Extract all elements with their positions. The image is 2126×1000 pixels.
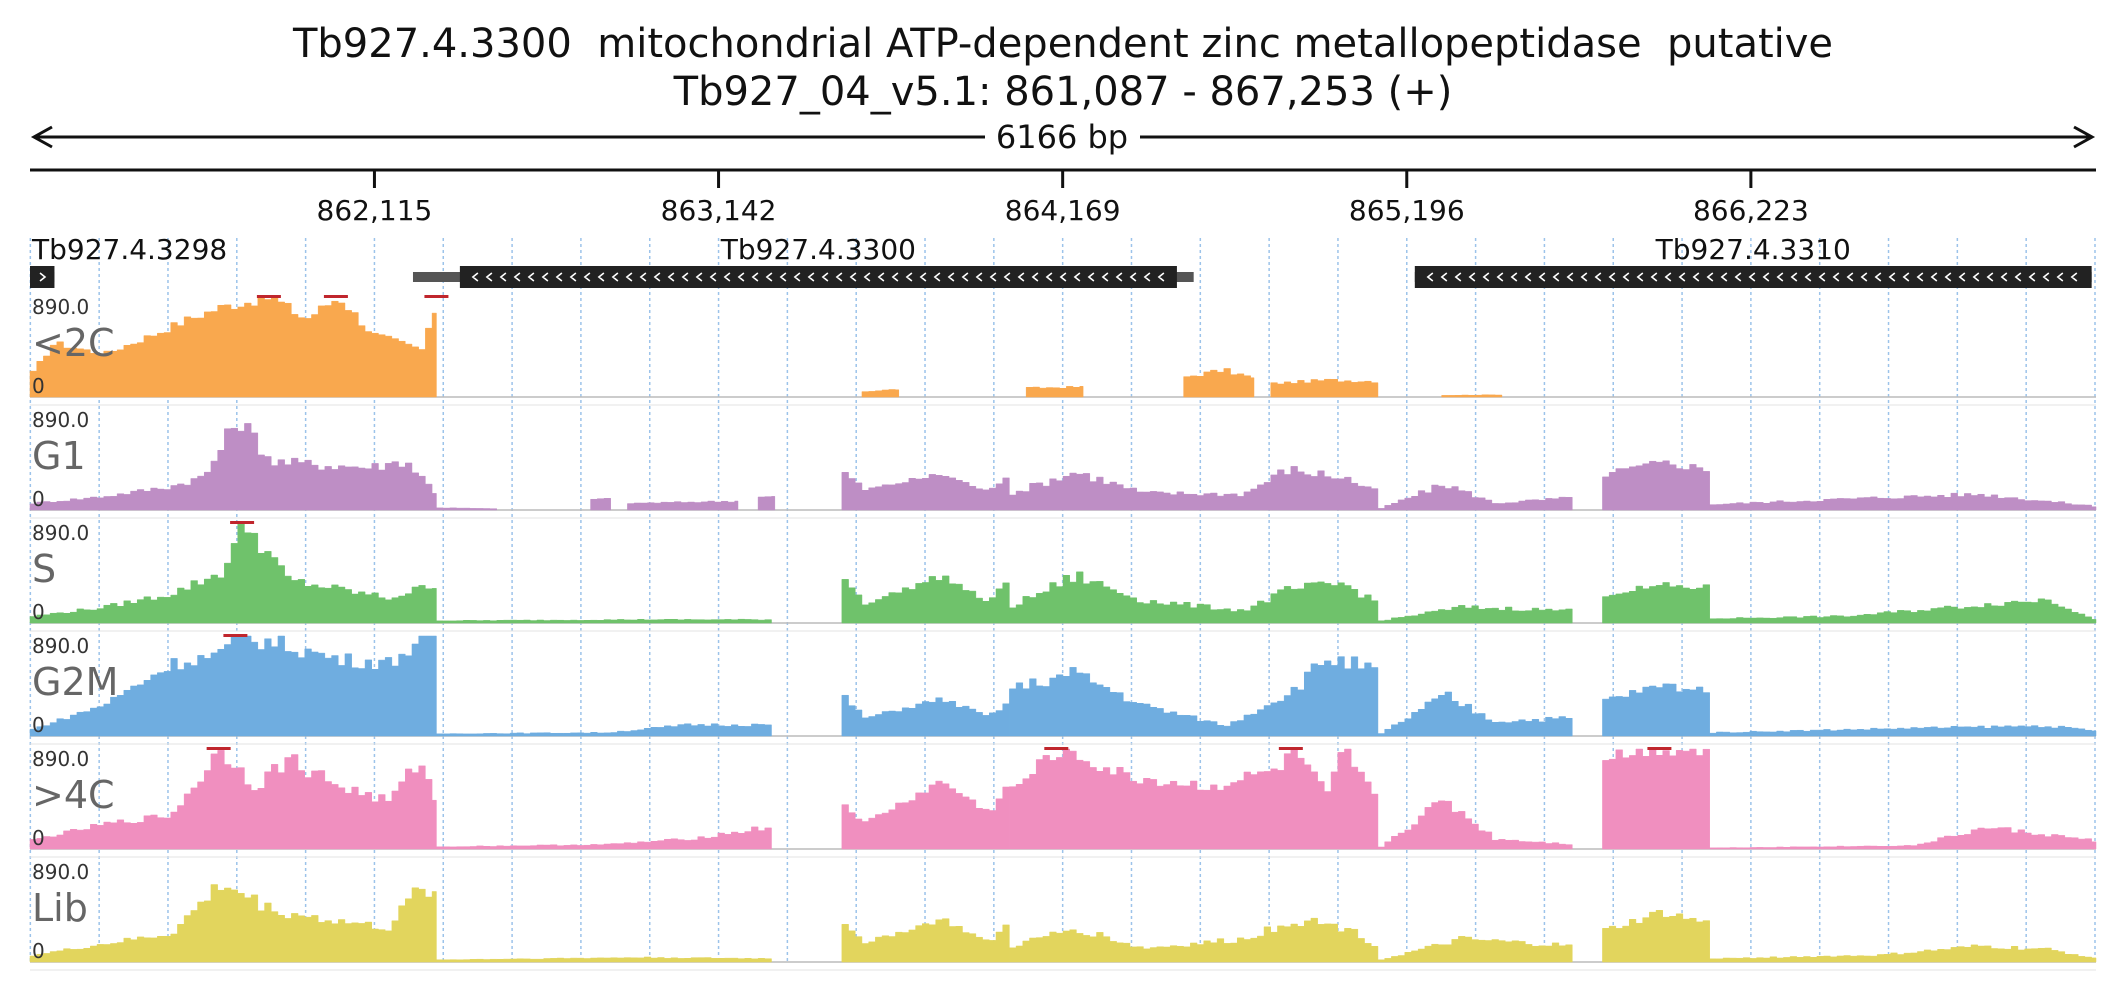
track-label: S (32, 547, 56, 591)
track-ymin-label: 0 (32, 826, 45, 850)
coverage-area (1183, 368, 1255, 398)
figure-subtitle: Tb927_04_v5.1: 861,087 - 867,253 (+) (673, 69, 1453, 115)
coverage-area (1377, 484, 1573, 511)
gene-strand-chevrons (39, 272, 47, 282)
coverage-area (1009, 656, 1379, 737)
coverage-area (1377, 936, 1573, 963)
track-label: G2M (32, 660, 118, 704)
coverage-area (436, 826, 772, 850)
coverage-area (841, 918, 1010, 963)
coverage-area (757, 496, 776, 511)
coverage-area (1377, 800, 1573, 850)
ruler-tick-label: 866,223 (1693, 194, 1809, 227)
track-ymax-label: 890.0 (32, 860, 89, 884)
clip-marker (1044, 747, 1069, 750)
track-label: <2C (32, 321, 115, 365)
coverage-area (29, 423, 437, 511)
clip-marker (1647, 747, 1672, 750)
ruler-tick-label: 863,142 (661, 194, 777, 227)
track-ymin-label: 0 (32, 939, 45, 963)
coverage-area (841, 780, 1010, 850)
coverage-area (436, 618, 772, 624)
coverage-area (1377, 605, 1573, 624)
clip-marker (256, 295, 281, 298)
coverage-area (841, 694, 1010, 737)
coverage-area (1009, 571, 1379, 624)
figure-header: Tb927.4.3300 mitochondrial ATP-dependent… (0, 20, 2126, 116)
gene-body (459, 266, 1177, 288)
coverage-area (1377, 691, 1573, 737)
track-ymin-label: 0 (32, 713, 45, 737)
coverage-area (29, 635, 437, 737)
coverage-area (1602, 582, 1710, 624)
clip-marker (424, 295, 449, 298)
clip-marker (223, 634, 248, 637)
track-ymax-label: 890.0 (32, 408, 89, 432)
coverage-area (1441, 394, 1503, 398)
track-ymax-label: 890.0 (32, 295, 89, 319)
track-ymax-label: 890.0 (32, 521, 89, 545)
span-arrowhead-left (30, 125, 53, 149)
coverage-area (1270, 378, 1379, 398)
ruler-tick-label: 865,196 (1349, 194, 1465, 227)
track-ymax-label: 890.0 (32, 634, 89, 658)
clip-marker (323, 295, 348, 298)
span-label: 6166 bp (996, 118, 1128, 156)
coverage-area (1009, 466, 1379, 511)
coverage-area (1009, 748, 1379, 850)
gene-strand-chevrons (1426, 272, 2078, 282)
track-ymin-label: 0 (32, 487, 45, 511)
clip-marker (230, 521, 255, 524)
coverage-area (29, 750, 437, 850)
gene-label: Tb927.4.3310 (1655, 233, 1851, 266)
coverage-area (1025, 386, 1084, 398)
coverage-area (436, 723, 772, 737)
track-ymax-label: 890.0 (32, 747, 89, 771)
clip-marker (1278, 747, 1303, 750)
coverage-area (1602, 748, 1710, 850)
coverage-area (1709, 944, 2097, 963)
gene-label: Tb927.4.3298 (31, 233, 227, 266)
gene-body (30, 266, 55, 288)
coverage-area (1709, 827, 2097, 850)
coverage-area (627, 500, 739, 511)
clip-marker (206, 747, 231, 750)
coverage-area (29, 884, 437, 963)
figure-title: Tb927.4.3300 mitochondrial ATP-dependent… (292, 21, 1834, 67)
coverage-area (29, 522, 437, 624)
coverage-area (1602, 683, 1710, 737)
coverage-area (841, 472, 1010, 511)
coverage-area (841, 575, 1010, 624)
coverage-area (590, 498, 611, 511)
coverage-area (1602, 460, 1710, 511)
coverage-area (29, 296, 437, 398)
track-ymin-label: 0 (32, 374, 45, 398)
coverage-area (436, 507, 497, 511)
span-arrowhead-right (2073, 125, 2096, 149)
ruler-tick-label: 864,169 (1005, 194, 1121, 227)
track-label: Lib (32, 886, 88, 930)
coverage-area (1709, 492, 2097, 511)
ruler-tick-label: 862,115 (317, 194, 433, 227)
track-label: >4C (32, 773, 115, 817)
gene-body (1414, 266, 2092, 288)
gene-strand-chevrons (471, 272, 1165, 282)
gene-label: Tb927.4.3300 (720, 233, 916, 266)
coverage-area (1709, 725, 2097, 737)
track-label: G1 (32, 434, 86, 478)
coverage-area (1709, 598, 2097, 624)
coverage-area (436, 956, 772, 963)
track-ymin-label: 0 (32, 600, 45, 624)
coverage-area (1602, 910, 1710, 963)
coverage-area (861, 389, 900, 398)
coverage-area (1009, 917, 1379, 963)
